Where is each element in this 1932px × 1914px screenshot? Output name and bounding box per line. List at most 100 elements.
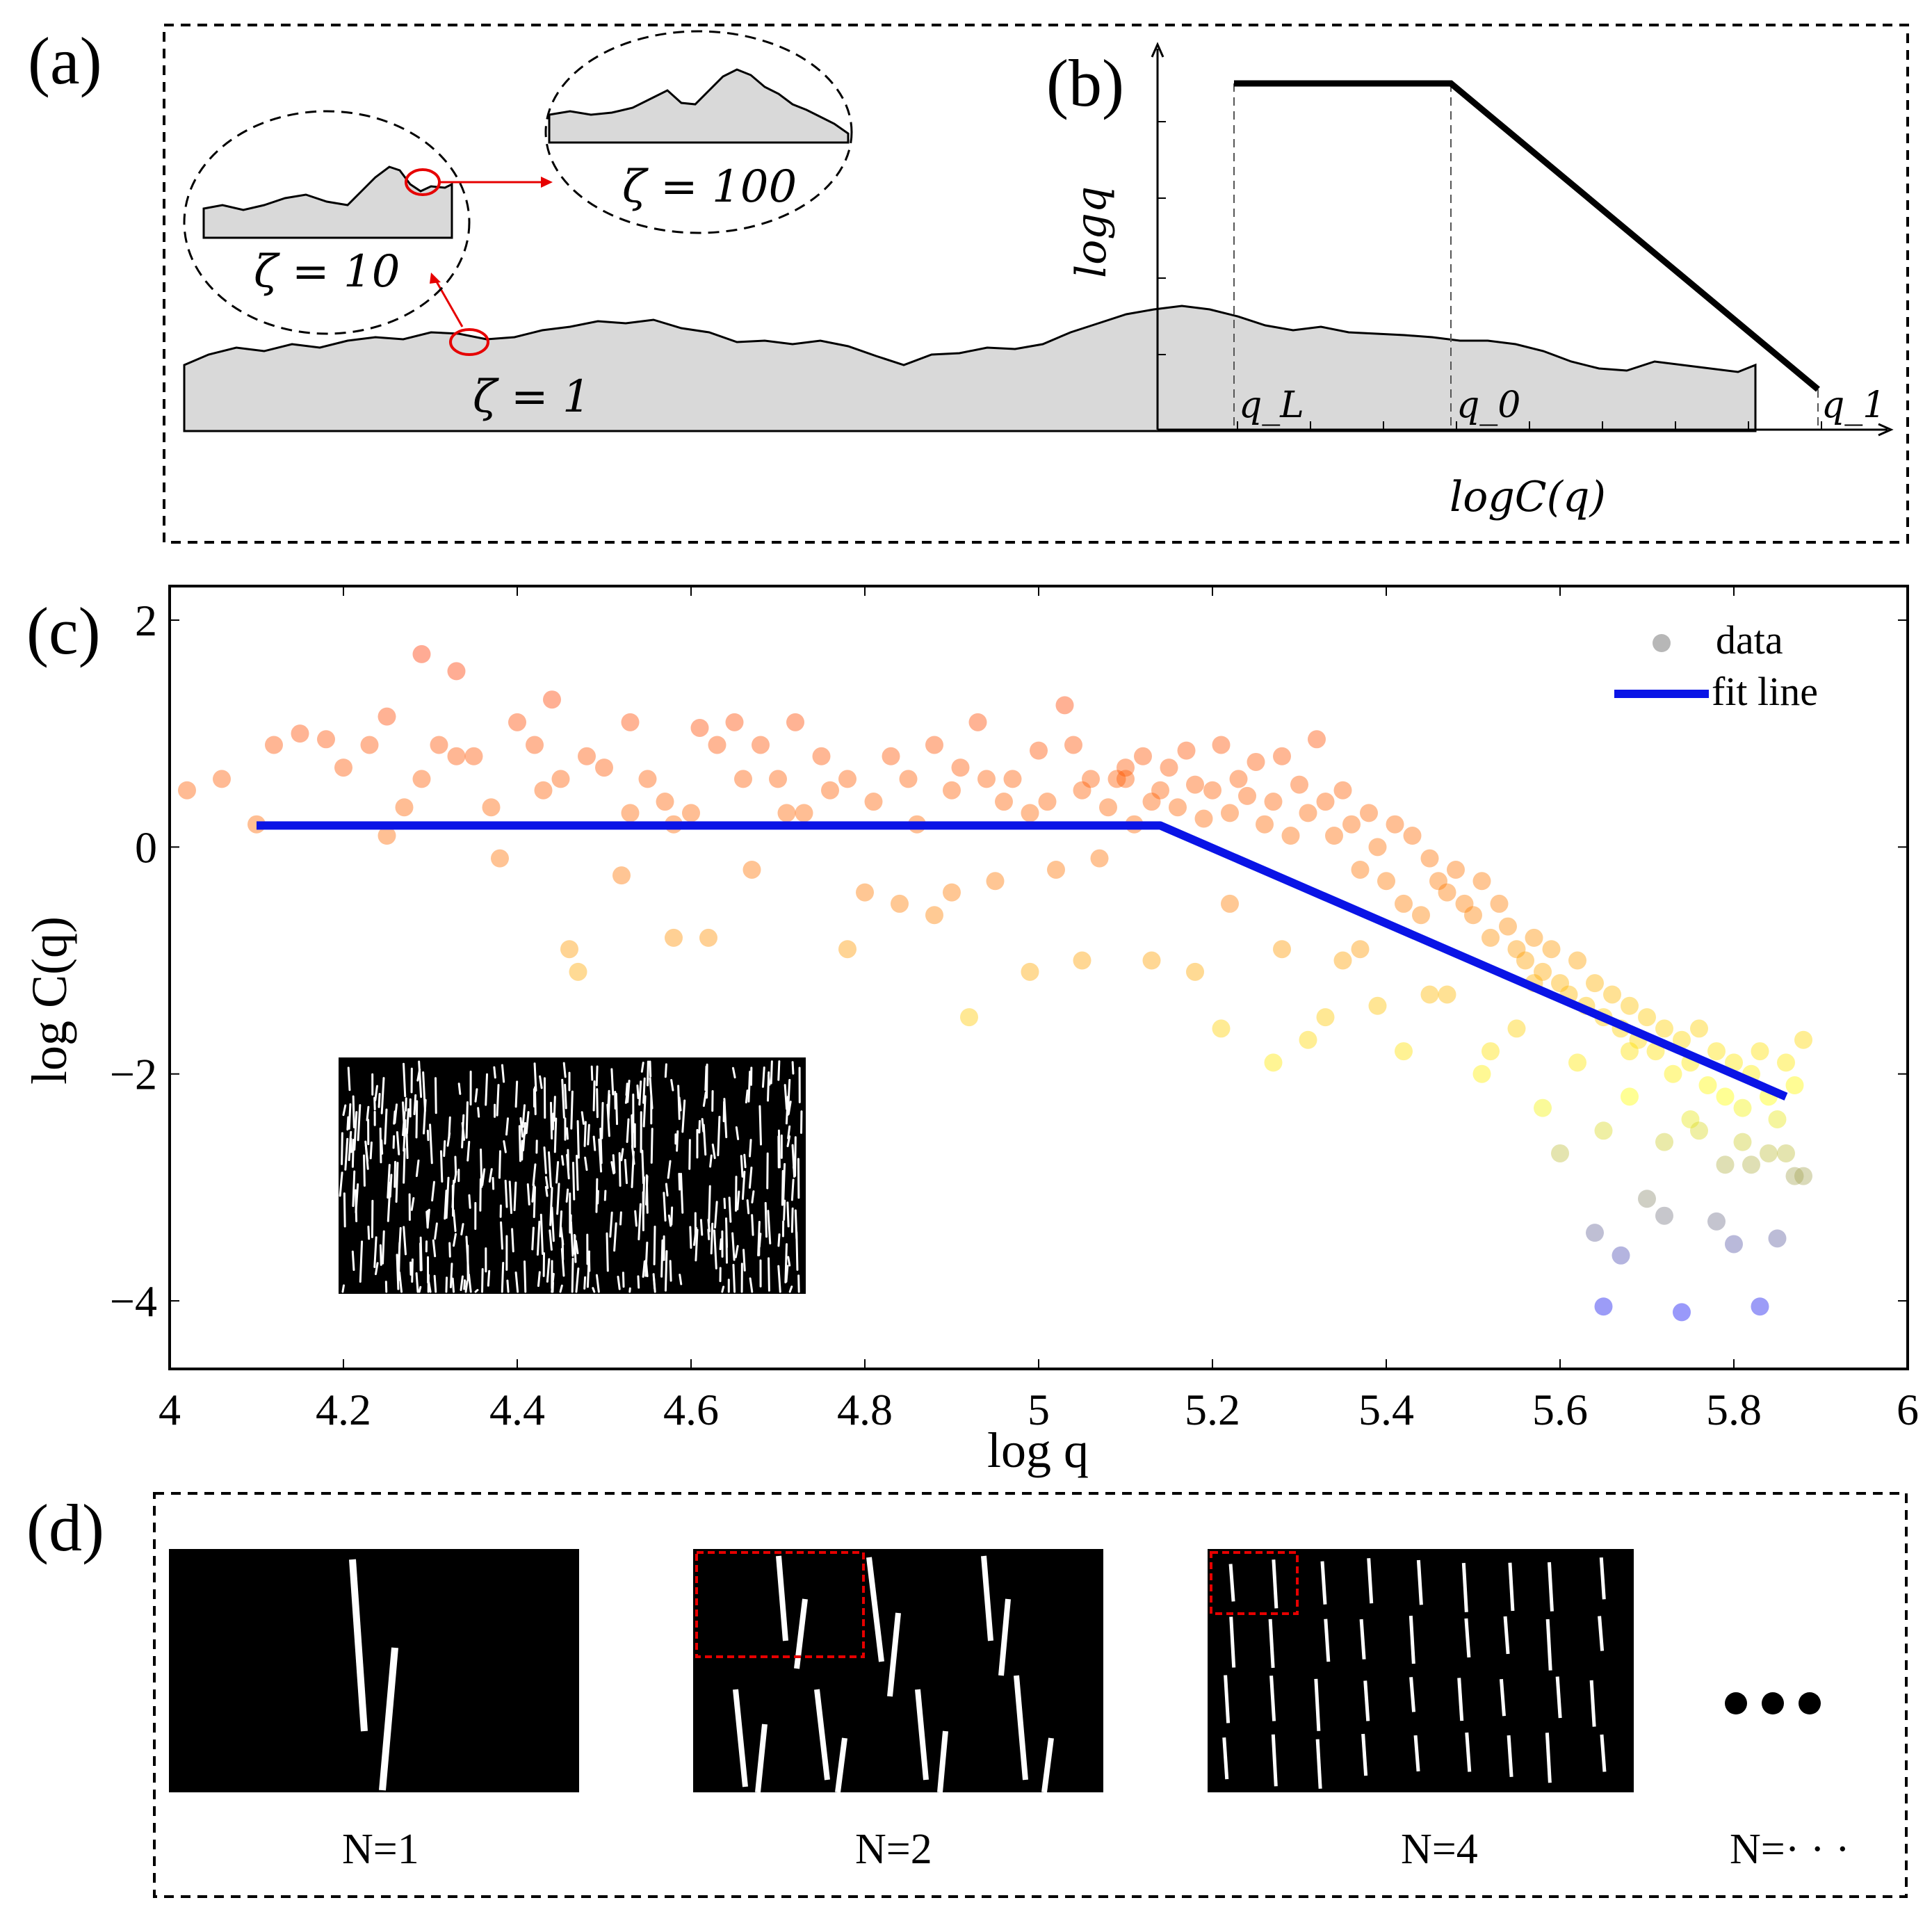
crack	[367, 1225, 371, 1240]
crack	[392, 1135, 396, 1149]
data-point	[1725, 1053, 1743, 1072]
crack	[1314, 1678, 1321, 1731]
crack	[466, 1140, 471, 1162]
crack	[342, 1104, 347, 1117]
crack	[628, 1287, 631, 1293]
crack	[434, 1222, 438, 1240]
crack	[481, 1168, 486, 1186]
crack	[741, 1170, 746, 1200]
data-point	[291, 724, 309, 743]
legend-marker-data	[1653, 634, 1671, 652]
data-point	[621, 713, 640, 731]
crack	[565, 1188, 569, 1203]
data-point	[708, 736, 726, 754]
data-point	[447, 747, 466, 765]
crack	[364, 1140, 369, 1162]
data-point	[1021, 804, 1039, 822]
panel-a: (a) ζ = 1 ζ = 10 ζ = 100	[28, 24, 1909, 544]
data-point	[1325, 827, 1343, 845]
x-tick-label: 5	[1028, 1385, 1050, 1434]
data-point	[977, 770, 996, 788]
crack	[1409, 1677, 1416, 1712]
data-point	[1229, 770, 1248, 788]
crack	[637, 1275, 640, 1289]
crack	[445, 1276, 448, 1293]
crack	[571, 1162, 576, 1201]
crack	[562, 1062, 567, 1078]
data-point	[612, 866, 631, 885]
crack	[713, 1229, 717, 1270]
legend: data fit line	[1614, 617, 1818, 714]
data-point	[1134, 747, 1152, 765]
crack	[532, 1163, 537, 1187]
scatter-points	[178, 644, 1812, 1322]
crack	[405, 1108, 410, 1135]
data-point	[1169, 798, 1187, 817]
data-point	[1655, 1019, 1673, 1038]
crack	[598, 1138, 603, 1173]
data-point	[334, 759, 352, 777]
data-point	[1412, 906, 1430, 925]
crack	[533, 1186, 537, 1219]
data-point	[1117, 759, 1135, 777]
data-point	[1264, 793, 1283, 811]
data-point	[1316, 1008, 1335, 1027]
crack	[1499, 1678, 1506, 1717]
data-point	[213, 770, 231, 788]
data-point	[1785, 1076, 1804, 1095]
zoom-box	[695, 1551, 865, 1658]
crack	[461, 1122, 466, 1141]
data-point	[447, 662, 466, 681]
crack	[1507, 1735, 1513, 1777]
crack	[664, 1250, 668, 1292]
data-point	[1299, 804, 1317, 822]
data-point	[812, 747, 831, 765]
data-point	[1238, 786, 1256, 805]
crack	[617, 1275, 621, 1290]
crack	[781, 1169, 784, 1206]
crack	[393, 1110, 396, 1125]
crack	[549, 1187, 553, 1226]
data-point	[1360, 804, 1378, 822]
crack	[622, 1272, 625, 1288]
crack	[732, 1263, 736, 1293]
crack	[531, 1226, 535, 1251]
crack	[1272, 1559, 1278, 1609]
crack	[514, 1080, 519, 1108]
crack	[653, 1225, 656, 1266]
data-point	[595, 759, 613, 777]
data-point	[1333, 951, 1352, 970]
crack	[681, 1099, 686, 1133]
caption-n4: N=4	[1401, 1826, 1478, 1873]
label-zeta-100: ζ = 100	[622, 161, 797, 213]
data-point	[178, 781, 196, 800]
crack	[477, 1107, 480, 1118]
crack	[352, 1095, 355, 1128]
data-point	[1568, 1053, 1586, 1072]
crack	[382, 1230, 385, 1265]
crack	[660, 1239, 664, 1278]
crack	[418, 1286, 422, 1293]
data-point	[543, 690, 561, 709]
crack	[1461, 1562, 1468, 1612]
arrowhead-icon	[430, 273, 441, 284]
crack	[607, 1089, 610, 1113]
crack	[479, 1178, 482, 1212]
crack	[500, 1221, 503, 1250]
data-point	[665, 928, 683, 947]
data-point	[1490, 894, 1509, 913]
data-point	[1082, 770, 1100, 788]
data-point	[1551, 1144, 1569, 1162]
data-point	[1716, 1155, 1735, 1174]
crack	[784, 1243, 788, 1283]
crack	[539, 1075, 543, 1089]
crack	[592, 1135, 596, 1151]
data-point	[1534, 962, 1552, 981]
data-point	[1273, 747, 1291, 765]
crack	[618, 1152, 622, 1187]
data-point	[1030, 741, 1048, 760]
crack	[449, 1263, 453, 1288]
caption-n1: N=1	[342, 1826, 419, 1873]
crack	[1229, 1616, 1236, 1668]
crack	[1222, 1737, 1229, 1780]
